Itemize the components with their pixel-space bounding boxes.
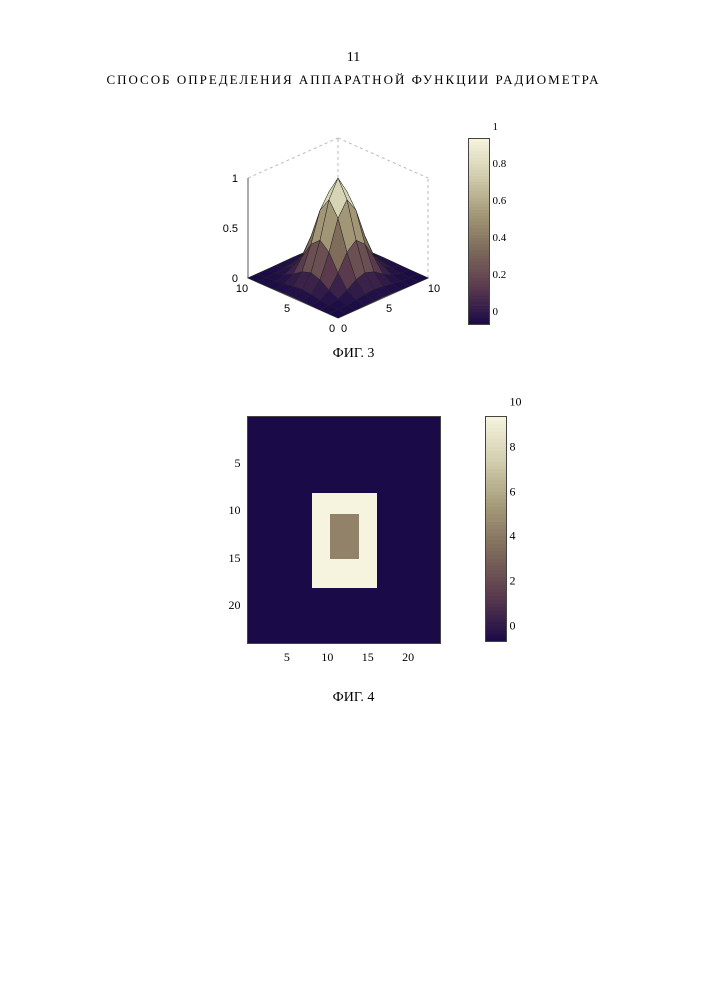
- figure-4-xtick: 10: [321, 650, 333, 665]
- figure-4-colorbar-wrap: 0246810: [485, 402, 507, 642]
- figure-4-ytick: 15: [213, 551, 241, 566]
- figure-4: 51015205101520 0246810 ФИГ. 4: [60, 402, 647, 706]
- svg-text:1: 1: [231, 173, 237, 185]
- figure-3-colorbar-tick: 0.4: [493, 232, 507, 244]
- figure-3-caption: ФИГ. 3: [333, 346, 375, 362]
- svg-text:0: 0: [340, 323, 346, 335]
- svg-text:0: 0: [328, 323, 334, 335]
- figure-4-plot-wrap: 5 10 15 20 5 10 15 20 0246810: [201, 402, 507, 682]
- figure-3-svg: 10.5005100510: [218, 128, 448, 338]
- figure-4-xtick: 20: [402, 650, 414, 665]
- figure-4-colorbar-tick: 4: [510, 529, 516, 544]
- figure-4-colorbar-tick: 2: [510, 574, 516, 589]
- figure-4-ytick: 20: [213, 598, 241, 613]
- figure-3-colorbar: 00.20.40.60.81: [468, 138, 490, 325]
- svg-text:0.5: 0.5: [222, 223, 237, 235]
- figure-4-colorbar-tick: 8: [510, 439, 516, 454]
- svg-text:5: 5: [385, 303, 391, 315]
- svg-text:10: 10: [235, 283, 247, 295]
- figure-4-colorbar-tick: 6: [510, 484, 516, 499]
- svg-text:10: 10: [427, 283, 439, 295]
- page: 11 СПОСОБ ОПРЕДЕЛЕНИЯ АППАРАТНОЙ ФУНКЦИИ…: [0, 0, 707, 1000]
- page-title: СПОСОБ ОПРЕДЕЛЕНИЯ АППАРАТНОЙ ФУНКЦИИ РА…: [60, 72, 647, 88]
- figure-3-colorbar-tick: 0.2: [493, 269, 507, 281]
- figure-4-xtick: 5: [284, 650, 290, 665]
- figure-4-heatmap: 5 10 15 20 5 10 15 20: [201, 402, 461, 682]
- figure-4-colorbar: 0246810: [485, 416, 507, 642]
- figure-3-colorbar-tick: 0: [493, 306, 499, 318]
- figure-4-inner-rect: [330, 514, 359, 560]
- figure-4-colorbar-tick: 0: [510, 619, 516, 634]
- page-number: 11: [60, 50, 647, 66]
- figure-4-ytick: 10: [213, 503, 241, 518]
- figure-3-surface-plot: 10.5005100510: [218, 128, 448, 338]
- svg-text:5: 5: [283, 303, 289, 315]
- figure-3-plot-wrap: 10.5005100510 00.20.40.60.81: [218, 128, 490, 338]
- figure-3-colorbar-tick: 0.6: [493, 195, 507, 207]
- figure-4-xtick: 15: [362, 650, 374, 665]
- figure-4-ytick: 5: [213, 456, 241, 471]
- figure-3-colorbar-wrap: 00.20.40.60.81: [468, 128, 490, 325]
- figure-4-colorbar-tick: 10: [510, 395, 522, 410]
- figure-3-colorbar-tick: 0.8: [493, 158, 507, 170]
- figure-3-colorbar-tick: 1: [493, 121, 499, 133]
- figure-3: 10.5005100510 00.20.40.60.81 ФИГ. 3: [60, 128, 647, 362]
- figure-4-image-area: [247, 416, 441, 644]
- figure-4-caption: ФИГ. 4: [333, 690, 375, 706]
